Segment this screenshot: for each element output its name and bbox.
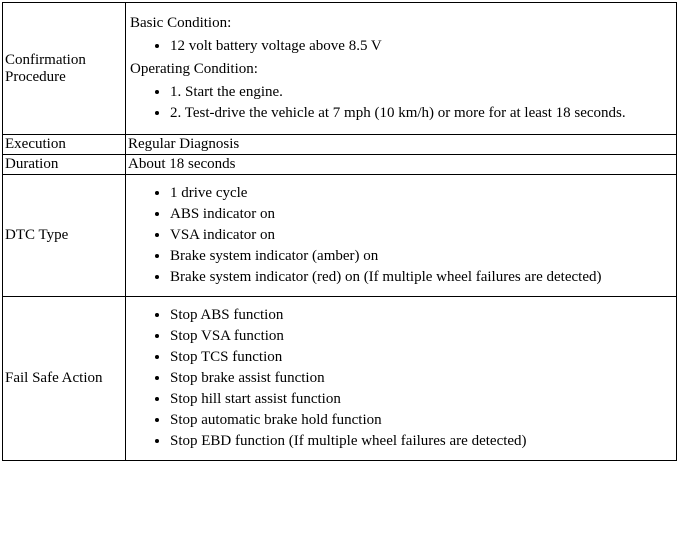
list-item: Stop VSA function	[170, 328, 672, 345]
list-item: Brake system indicator (amber) on	[170, 248, 672, 265]
operating-condition-heading: Operating Condition:	[130, 61, 672, 78]
row-duration: Duration About 18 seconds	[3, 155, 677, 175]
list-item: Stop ABS function	[170, 307, 672, 324]
content-execution: Regular Diagnosis	[126, 135, 677, 155]
label-dtc-type: DTC Type	[3, 175, 126, 297]
list-item: Stop EBD function (If multiple wheel fai…	[170, 433, 672, 450]
list-item: 12 volt battery voltage above 8.5 V	[170, 38, 672, 55]
list-item: Stop TCS function	[170, 349, 672, 366]
content-fail-safe: Stop ABS function Stop VSA function Stop…	[126, 297, 677, 461]
fail-safe-list: Stop ABS function Stop VSA function Stop…	[130, 307, 672, 450]
dtc-type-list: 1 drive cycle ABS indicator on VSA indic…	[130, 185, 672, 286]
label-execution: Execution	[3, 135, 126, 155]
content-dtc-type: 1 drive cycle ABS indicator on VSA indic…	[126, 175, 677, 297]
label-duration: Duration	[3, 155, 126, 175]
basic-condition-heading: Basic Condition:	[130, 15, 672, 32]
list-item: 1. Start the engine.	[170, 84, 672, 101]
list-item: 2. Test-drive the vehicle at 7 mph (10 k…	[170, 105, 672, 122]
list-item: Stop automatic brake hold function	[170, 412, 672, 429]
content-confirmation: Basic Condition: 12 volt battery voltage…	[126, 3, 677, 135]
content-duration: About 18 seconds	[126, 155, 677, 175]
list-item: Stop brake assist function	[170, 370, 672, 387]
list-item: 1 drive cycle	[170, 185, 672, 202]
operating-condition-list: 1. Start the engine. 2. Test-drive the v…	[130, 84, 672, 122]
basic-condition-list: 12 volt battery voltage above 8.5 V	[130, 38, 672, 55]
row-confirmation: Confirmation Procedure Basic Condition: …	[3, 3, 677, 135]
list-item: Stop hill start assist function	[170, 391, 672, 408]
label-fail-safe: Fail Safe Action	[3, 297, 126, 461]
list-item: ABS indicator on	[170, 206, 672, 223]
diagnostic-table: Confirmation Procedure Basic Condition: …	[2, 2, 677, 461]
label-confirmation: Confirmation Procedure	[3, 3, 126, 135]
list-item: VSA indicator on	[170, 227, 672, 244]
row-dtc-type: DTC Type 1 drive cycle ABS indicator on …	[3, 175, 677, 297]
list-item: Brake system indicator (red) on (If mult…	[170, 269, 672, 286]
row-execution: Execution Regular Diagnosis	[3, 135, 677, 155]
row-fail-safe: Fail Safe Action Stop ABS function Stop …	[3, 297, 677, 461]
